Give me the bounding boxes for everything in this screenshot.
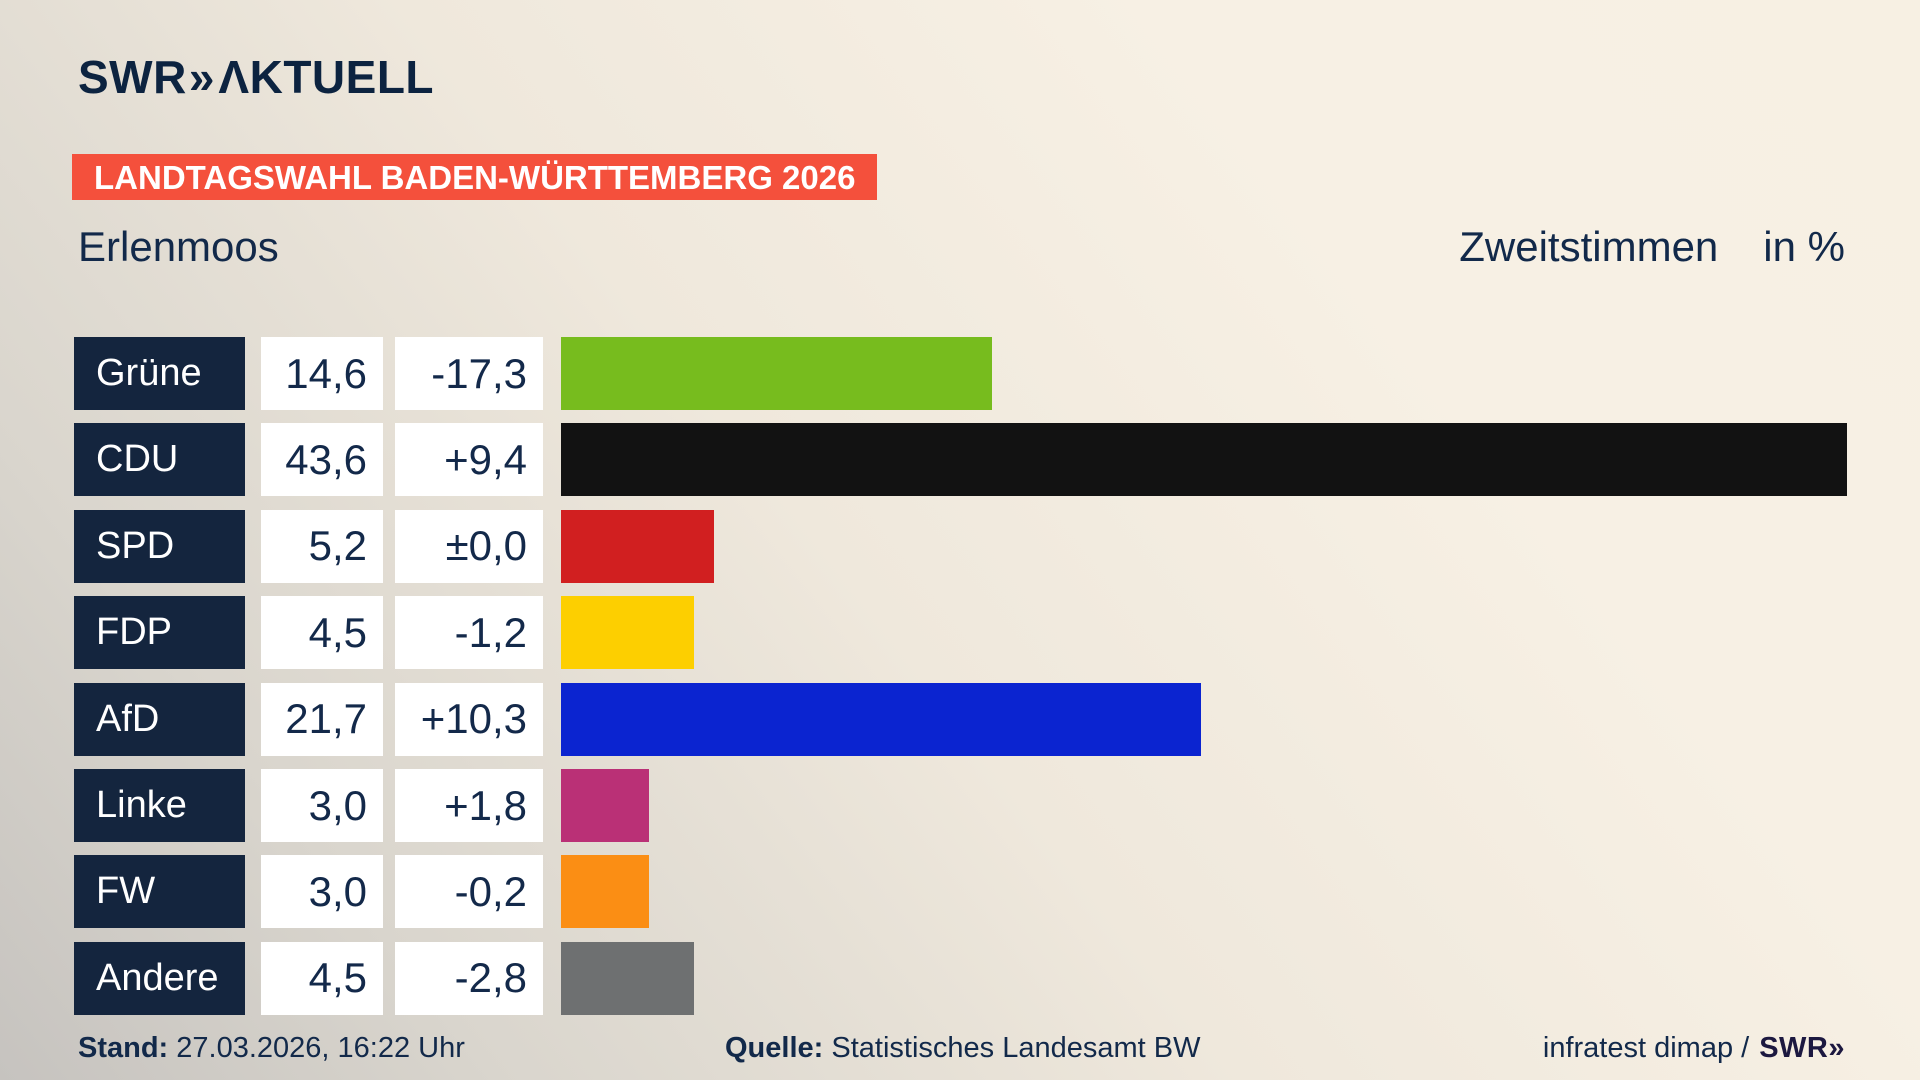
swr-aktuell-logo: SWR» ΛKTUELL <box>78 50 434 104</box>
party-row: Andere 4,5 -2,8 <box>0 941 1920 1015</box>
value-bar <box>561 941 694 1015</box>
party-row: Grüne 14,6 -17,3 <box>0 337 1920 410</box>
change-cell: -0,2 <box>395 855 543 929</box>
credit-swr-logo: SWR» <box>1759 1032 1845 1064</box>
party-label: AfD <box>74 682 245 756</box>
value-bar <box>561 769 650 842</box>
aktuell-logo-text: ΛKTUELL <box>218 51 435 103</box>
change-cell: -2,8 <box>395 941 543 1015</box>
vote-type-header: Zweitstimmen in % <box>1459 222 1845 272</box>
party-label: Andere <box>74 941 245 1015</box>
change-cell: +10,3 <box>395 682 543 756</box>
municipality-title: Erlenmoos <box>78 223 279 270</box>
bar-track <box>561 941 1847 1015</box>
stand-label: Stand: <box>78 1032 169 1064</box>
value-cell: 4,5 <box>261 941 383 1015</box>
value-cell: 14,6 <box>261 337 383 410</box>
value-cell: 3,0 <box>261 855 383 929</box>
stand-text: Stand: 27.03.2026, 16:22 Uhr <box>78 1030 465 1066</box>
swr-chevrons-icon: » <box>188 51 215 103</box>
bar-track <box>561 596 1847 670</box>
change-cell: -17,3 <box>395 337 543 410</box>
bar-track <box>561 682 1847 756</box>
value-cell: 43,6 <box>261 423 383 497</box>
party-row: CDU 43,6 +9,4 <box>0 423 1920 497</box>
value-bar <box>561 423 1847 497</box>
value-cell: 3,0 <box>261 769 383 842</box>
value-bar <box>561 682 1202 756</box>
bar-track <box>561 337 1847 410</box>
party-row: SPD 5,2 ±0,0 <box>0 509 1920 583</box>
party-label: FW <box>74 855 245 929</box>
election-badge: LANDTAGSWAHL BADEN-WÜRTTEMBERG 2026 <box>72 154 878 200</box>
vote-type-label: Zweitstimmen <box>1459 223 1719 270</box>
value-bar <box>561 855 650 929</box>
value-cell: 21,7 <box>261 682 383 756</box>
change-cell: -1,2 <box>395 596 543 670</box>
quelle-value: Statistisches Landesamt BW <box>831 1032 1201 1064</box>
party-label: Linke <box>74 769 245 842</box>
change-cell: +1,8 <box>395 769 543 842</box>
party-label: CDU <box>74 423 245 497</box>
value-cell: 4,5 <box>261 596 383 670</box>
quelle-label: Quelle: <box>725 1032 824 1064</box>
change-cell: ±0,0 <box>395 509 543 583</box>
bar-track <box>561 423 1847 497</box>
quelle-text: Quelle: Statistisches Landesamt BW <box>725 1030 1200 1066</box>
credit-text: infratest dimap / SWR» <box>1543 1030 1845 1066</box>
bar-track <box>561 509 1847 583</box>
value-bar <box>561 509 715 583</box>
party-row: FW 3,0 -0,2 <box>0 855 1920 929</box>
bar-track <box>561 855 1847 929</box>
party-label: SPD <box>74 509 245 583</box>
swr-logo-text: SWR <box>78 51 187 103</box>
value-bar <box>561 596 694 670</box>
party-row: Linke 3,0 +1,8 <box>0 769 1920 842</box>
change-cell: +9,4 <box>395 423 543 497</box>
value-bar <box>561 337 992 410</box>
party-row: FDP 4,5 -1,2 <box>0 596 1920 670</box>
bar-track <box>561 769 1847 842</box>
unit-label: in % <box>1763 223 1845 270</box>
party-row: AfD 21,7 +10,3 <box>0 682 1920 756</box>
stand-value: 27.03.2026, 16:22 Uhr <box>176 1032 465 1064</box>
value-cell: 5,2 <box>261 509 383 583</box>
party-label: Grüne <box>74 337 245 410</box>
credit-institute: infratest dimap / <box>1542 1032 1750 1064</box>
party-label: FDP <box>74 596 245 670</box>
